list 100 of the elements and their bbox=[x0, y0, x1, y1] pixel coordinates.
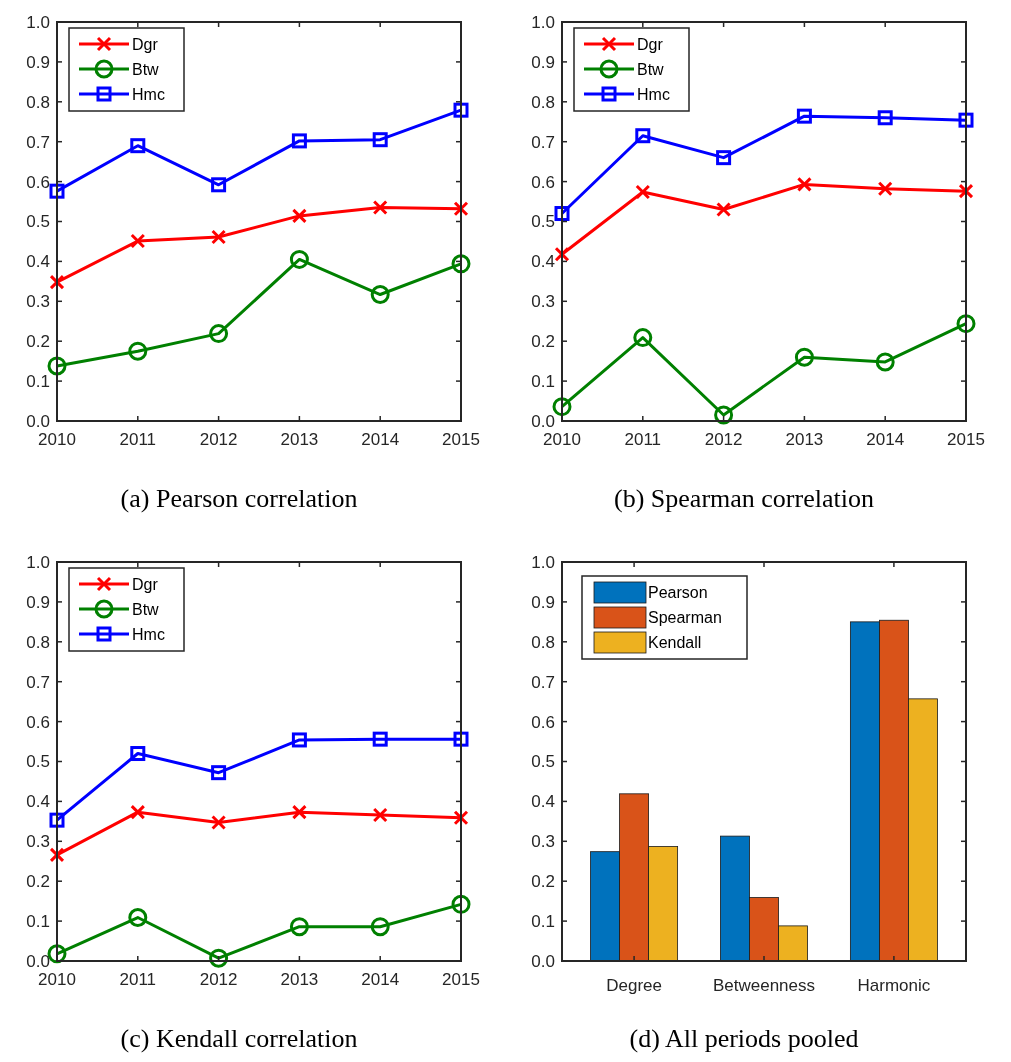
point bbox=[453, 102, 469, 118]
x-tick-label: 2015 bbox=[947, 430, 985, 449]
text: (a) Pearson correlation bbox=[120, 484, 358, 513]
point bbox=[451, 254, 471, 274]
y-tick-label: 0.6 bbox=[531, 712, 555, 732]
point bbox=[130, 233, 146, 249]
x-tick-label: 2012 bbox=[199, 430, 238, 449]
point bbox=[453, 810, 469, 826]
x-tick-label: Degree bbox=[606, 976, 662, 995]
point bbox=[209, 324, 229, 344]
x-tick-label: 2010 bbox=[38, 430, 76, 449]
x-tick-label: 2012 bbox=[199, 970, 238, 989]
y-tick-label: 0.6 bbox=[26, 172, 50, 192]
y-tick-label: 0.7 bbox=[531, 672, 555, 692]
y-tick-label: 1.0 bbox=[26, 12, 50, 32]
y-tick-label: 0.1 bbox=[26, 912, 50, 932]
y-tick-label: 0.3 bbox=[26, 832, 50, 852]
point bbox=[370, 917, 390, 937]
y-tick-label: 1.0 bbox=[531, 12, 555, 32]
y-tick-label: 0.6 bbox=[26, 712, 50, 732]
y-tick-label: 0.7 bbox=[531, 132, 555, 152]
y-tick-label: 0.0 bbox=[531, 951, 555, 971]
point bbox=[958, 183, 974, 199]
y-tick-label: 0.4 bbox=[531, 792, 555, 812]
y-tick-label: 0.2 bbox=[531, 872, 555, 892]
x-tick-label: 2015 bbox=[442, 970, 480, 989]
y-tick-label: 0.8 bbox=[26, 632, 50, 652]
point bbox=[49, 847, 65, 863]
point bbox=[453, 201, 469, 217]
legend-label: Hmc bbox=[132, 85, 165, 103]
y-tick-label: 0.1 bbox=[26, 372, 50, 392]
legend-label: Dgr bbox=[132, 575, 159, 593]
x-tick-label: 2011 bbox=[624, 430, 662, 449]
x-tick-label: 2012 bbox=[704, 430, 743, 449]
y-tick-label: 1.0 bbox=[26, 552, 50, 572]
y-tick-label: 0.9 bbox=[26, 592, 50, 612]
y-tick-label: 0.7 bbox=[26, 132, 50, 152]
point bbox=[796, 176, 812, 192]
point bbox=[552, 397, 572, 417]
y-tick-label: 0.0 bbox=[531, 411, 555, 431]
point bbox=[372, 200, 388, 216]
y-tick-label: 0.7 bbox=[26, 672, 50, 692]
point bbox=[877, 181, 893, 197]
point bbox=[796, 108, 812, 124]
point bbox=[291, 732, 307, 748]
point bbox=[211, 229, 227, 245]
y-tick-label: 0.8 bbox=[26, 92, 50, 112]
point bbox=[875, 352, 895, 372]
y-tick-label: 0.3 bbox=[26, 292, 50, 312]
x-tick-label: 2014 bbox=[361, 970, 400, 989]
point bbox=[451, 894, 471, 914]
point bbox=[130, 804, 146, 820]
legend-label: Hmc bbox=[132, 625, 165, 643]
y-tick-label: 0.0 bbox=[26, 411, 50, 431]
point bbox=[291, 804, 307, 820]
point bbox=[635, 128, 651, 144]
point bbox=[635, 184, 651, 200]
point bbox=[211, 815, 227, 831]
point bbox=[372, 132, 388, 148]
x-tick-label: 2013 bbox=[280, 970, 319, 989]
y-tick-label: 0.9 bbox=[531, 52, 555, 72]
x-tick-label: 2014 bbox=[866, 430, 905, 449]
y-tick-label: 0.1 bbox=[531, 912, 555, 932]
point bbox=[128, 908, 148, 928]
point bbox=[47, 356, 67, 376]
y-tick-label: 0.4 bbox=[26, 252, 50, 272]
text: (b) Spearman correlation bbox=[614, 484, 874, 513]
point bbox=[209, 948, 229, 968]
legend-label: Dgr bbox=[637, 35, 664, 53]
x-tick-label: 2011 bbox=[119, 430, 157, 449]
legend-label: Btw bbox=[132, 60, 160, 78]
point bbox=[794, 347, 814, 367]
x-tick-label: 2014 bbox=[361, 430, 400, 449]
y-tick-label: 0.2 bbox=[26, 872, 50, 892]
x-tick-label: 2010 bbox=[543, 430, 581, 449]
point bbox=[453, 731, 469, 747]
y-tick-label: 0.2 bbox=[531, 332, 555, 352]
legend-label: Spearman bbox=[648, 608, 722, 626]
point bbox=[49, 274, 65, 290]
x-tick-label: Harmonic bbox=[857, 976, 931, 995]
y-tick-label: 0.3 bbox=[531, 292, 555, 312]
point bbox=[956, 314, 976, 334]
point bbox=[211, 177, 227, 193]
point bbox=[370, 285, 390, 305]
legend-label: Hmc bbox=[637, 85, 670, 103]
y-tick-label: 0.2 bbox=[26, 332, 50, 352]
point bbox=[291, 208, 307, 224]
y-tick-label: 0.1 bbox=[531, 372, 555, 392]
y-tick-label: 0.5 bbox=[531, 212, 555, 232]
y-tick-label: 0.3 bbox=[531, 832, 555, 852]
y-tick-label: 0.9 bbox=[26, 52, 50, 72]
point bbox=[49, 183, 65, 199]
point bbox=[130, 138, 146, 154]
point bbox=[291, 133, 307, 149]
y-tick-label: 0.5 bbox=[26, 752, 50, 772]
point bbox=[289, 917, 309, 937]
y-tick-label: 0.4 bbox=[531, 252, 555, 272]
legend-label: Dgr bbox=[132, 35, 159, 53]
legend-label: Btw bbox=[132, 600, 160, 618]
text: (d) All periods pooled bbox=[629, 1024, 859, 1053]
